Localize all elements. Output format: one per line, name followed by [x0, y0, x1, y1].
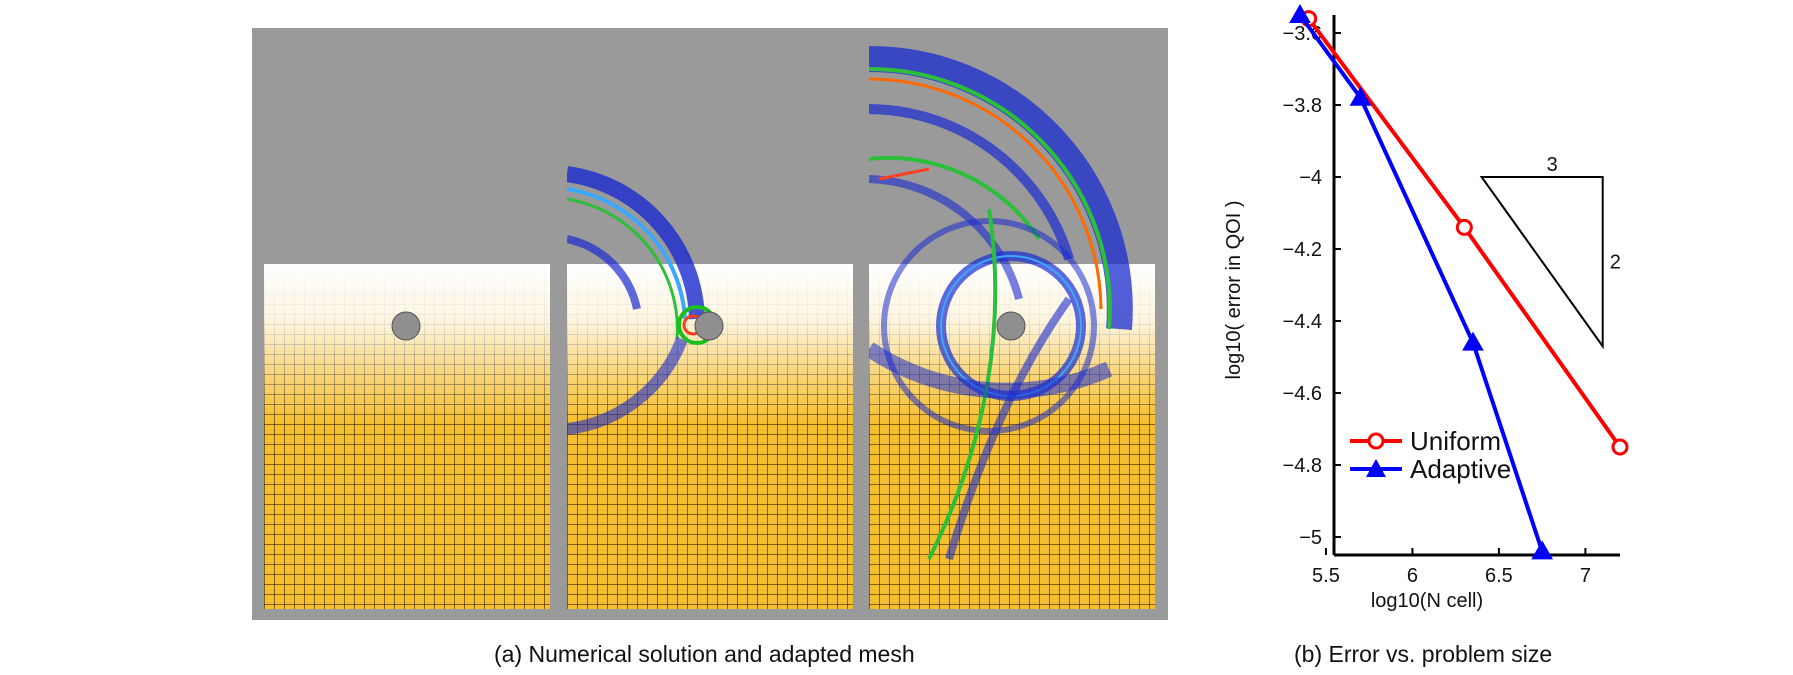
simulation-snapshot-late [869, 39, 1155, 609]
slope-rise-label: 2 [1610, 252, 1621, 274]
slope-run-label: 3 [1547, 154, 1558, 176]
wave-field [264, 288, 421, 364]
legend-marker [1366, 459, 1386, 477]
y-tick-label: −5 [1299, 527, 1322, 549]
data-point [1289, 3, 1311, 23]
simulation-snapshot-middle [567, 39, 853, 609]
slope-triangle [1479, 176, 1604, 350]
simulation-snapshot-early [264, 39, 550, 609]
convergence-chart: −3.6−3.8−4−4.2−4.4−4.6−4.8−55.5 6 6.5 7 Uni… [1223, 3, 1629, 612]
wave-field [869, 45, 1133, 561]
legend-marker [1367, 432, 1385, 450]
series-line-adaptive [1298, 13, 1545, 553]
legend-label: Adaptive [1410, 454, 1511, 484]
chart-series [1289, 3, 1629, 560]
x-tick-label: 5.5 [1312, 565, 1340, 587]
data-point [1462, 331, 1484, 351]
slope-triangle-shape [1479, 176, 1604, 350]
y-axis-label: log10( error in QOI ) [1223, 201, 1245, 380]
x-tick-label: 6.5 [1485, 565, 1513, 587]
data-point [1349, 86, 1372, 106]
y-tick-label: −4.6 [1283, 383, 1322, 405]
caption-a: (a) Numerical solution and adapted mesh [494, 641, 915, 667]
cylinder-obstacle [391, 311, 421, 341]
data-point [1531, 540, 1554, 560]
data-point [1611, 438, 1629, 456]
x-tick-label: 6 [1407, 565, 1418, 587]
y-tick-label: −4.8 [1283, 455, 1322, 477]
x-axis-label: log10(N cell) [1371, 590, 1483, 612]
cylinder-obstacle [996, 311, 1026, 341]
data-point [1455, 218, 1473, 236]
wave-field [567, 166, 724, 435]
y-tick-label: −3.8 [1283, 95, 1322, 117]
y-tick-label: −4.4 [1283, 311, 1322, 333]
simulation-panel [252, 28, 1168, 620]
caption-b: (b) Error vs. problem size [1294, 641, 1553, 667]
chart-axes: −3.6−3.8−4−4.2−4.4−4.6−4.8−55.5 6 6.5 7 [1283, 15, 1620, 587]
x-tick-label: 7 [1580, 565, 1591, 587]
y-tick-label: −4.2 [1283, 239, 1322, 261]
y-tick-label: −4 [1299, 167, 1322, 189]
cylinder-obstacle [694, 311, 724, 341]
legend-label: Uniform [1410, 426, 1501, 456]
